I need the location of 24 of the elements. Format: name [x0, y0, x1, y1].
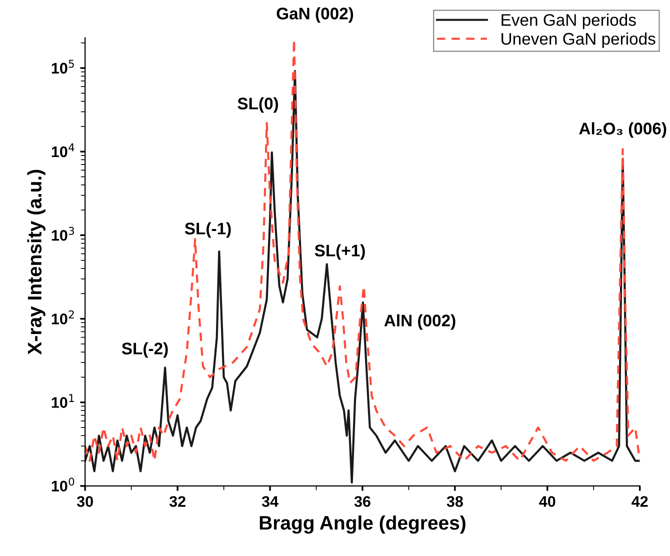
annotation: Al₂O₃ (006) [579, 122, 666, 138]
y-tick-label: 10$^{5}$ [52, 60, 74, 74]
x-tick-label: 32 [169, 496, 186, 507]
x-tick-label: 36 [354, 496, 370, 507]
y-tick-label: 10$^{2}$ [52, 310, 74, 324]
x-tick-label: 42 [632, 496, 648, 507]
annotation: SL(+1) [314, 244, 365, 260]
x-tick-label: 40 [539, 496, 556, 507]
y-tick-label: 10$^{0}$ [52, 478, 74, 492]
legend-label: Even GaN periods [502, 14, 636, 30]
y-tick-label: 10$^{3}$ [52, 226, 74, 241]
annotation: SL(-1) [184, 222, 231, 238]
y-tick-label: 10$^{1}$ [52, 394, 74, 408]
annotation: AlN (002) [384, 314, 456, 330]
y-axis-title: X-ray Intensity (a.u.) [27, 170, 46, 355]
y-tick-label: 10$^{4}$ [52, 143, 74, 158]
x-tick-label: 34 [262, 496, 278, 507]
annotation: SL(-2) [122, 342, 168, 358]
x-tick-label: 38 [446, 496, 463, 507]
x-tick-label: 30 [76, 496, 93, 507]
x-axis-title: Bragg Angle (degrees) [260, 515, 466, 534]
text: GaN (002) [276, 7, 354, 23]
legend-label: Uneven GaN periods [502, 32, 656, 48]
annotation: SL(0) [238, 97, 278, 113]
